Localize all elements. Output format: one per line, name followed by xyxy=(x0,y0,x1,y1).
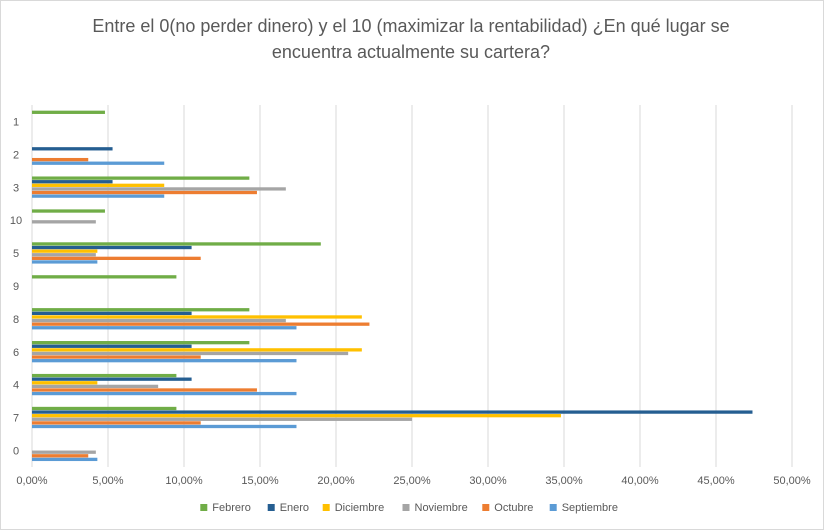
bar-septiembre-0 xyxy=(32,457,98,462)
y-tick-label: 9 xyxy=(13,281,19,293)
bar-diciembre-3 xyxy=(32,183,165,187)
legend-swatch xyxy=(267,504,275,511)
legend-swatch xyxy=(402,504,410,511)
bar-septiembre-8 xyxy=(32,326,297,330)
legend-item-septiembre: Septiembre xyxy=(549,502,618,514)
y-tick-label: 0 xyxy=(13,446,19,458)
legend-label: Octubre xyxy=(494,502,533,514)
bar-diciembre-4 xyxy=(32,381,98,385)
legend-label: Febrero xyxy=(212,502,251,514)
bar-diciembre-5 xyxy=(32,249,98,253)
bar-octubre-4 xyxy=(32,388,257,392)
x-axis-labels: 0,00% 5,00% 10,00% 15,00% 20,00% 25,00% 30,00%… xyxy=(16,475,810,487)
legend-swatch xyxy=(322,504,330,511)
y-tick-label: 5 xyxy=(13,248,19,260)
bar-noviembre-8 xyxy=(32,318,286,323)
x-tick-label: 0,00% xyxy=(16,475,47,487)
legend-label: Enero xyxy=(280,502,309,514)
bar-febrero-10 xyxy=(32,209,105,213)
x-tick-label: 40,00% xyxy=(621,475,659,487)
bar-septiembre-3 xyxy=(32,194,165,198)
bar-noviembre-7 xyxy=(32,417,412,421)
legend-label: Septiembre xyxy=(562,502,618,514)
bar-octubre-7 xyxy=(32,421,201,425)
y-tick-label: 10 xyxy=(10,215,22,227)
bar-noviembre-0 xyxy=(32,450,96,454)
bar-enero-6 xyxy=(32,344,192,348)
x-tick-label: 10,00% xyxy=(165,475,203,487)
bar-octubre-3 xyxy=(32,190,257,195)
legend-swatch xyxy=(549,504,557,511)
x-tick-label: 5,00% xyxy=(92,475,123,487)
bar-enero-5 xyxy=(32,245,192,250)
bar-septiembre-2 xyxy=(32,161,165,165)
bar-febrero-8 xyxy=(32,308,250,312)
legend-item-diciembre: Diciembre xyxy=(322,502,385,514)
bar-octubre-2 xyxy=(32,157,89,162)
y-tick-label: 7 xyxy=(13,413,19,425)
y-tick-label: 8 xyxy=(13,314,19,326)
y-tick-label: 4 xyxy=(13,380,19,392)
bar-febrero-4 xyxy=(32,373,177,378)
legend-item-octubre: Octubre xyxy=(482,502,533,514)
bar-febrero-1 xyxy=(32,110,105,114)
bar-noviembre-10 xyxy=(32,220,96,224)
legend-item-enero: Enero xyxy=(267,502,309,514)
bar-septiembre-7 xyxy=(32,424,297,429)
y-tick-label: 6 xyxy=(13,347,19,359)
legend-item-noviembre: Noviembre xyxy=(402,502,468,514)
bar-octubre-8 xyxy=(32,322,370,326)
bar-enero-8 xyxy=(32,311,192,316)
bar-febrero-5 xyxy=(32,242,321,246)
legend-label: Diciembre xyxy=(335,502,385,514)
bars xyxy=(32,110,753,462)
legend: Febrero Enero Diciembre Noviembre Octubre Sep… xyxy=(200,502,618,514)
bar-enero-7 xyxy=(32,410,753,414)
bar-febrero-3 xyxy=(32,176,250,180)
bar-noviembre-4 xyxy=(32,384,159,389)
bar-octubre-6 xyxy=(32,355,201,359)
gridlines xyxy=(31,105,793,467)
bar-enero-3 xyxy=(32,180,113,184)
bar-febrero-7 xyxy=(32,406,177,411)
legend-label: Noviembre xyxy=(415,502,468,514)
x-tick-label: 50,00% xyxy=(773,475,811,487)
bar-septiembre-4 xyxy=(32,391,297,396)
bar-noviembre-6 xyxy=(32,351,349,356)
bar-octubre-5 xyxy=(32,256,201,260)
legend-swatch xyxy=(200,504,208,511)
bar-febrero-9 xyxy=(32,275,177,279)
x-tick-label: 15,00% xyxy=(241,475,279,487)
bar-febrero-6 xyxy=(32,341,250,345)
bar-enero-2 xyxy=(32,147,113,151)
bar-diciembre-8 xyxy=(32,315,362,319)
bar-diciembre-7 xyxy=(32,414,561,418)
legend-swatch xyxy=(482,504,490,511)
x-tick-label: 20,00% xyxy=(317,475,355,487)
y-tick-label: 3 xyxy=(13,182,19,194)
bar-enero-4 xyxy=(32,377,192,381)
bar-noviembre-3 xyxy=(32,187,286,191)
legend-item-febrero: Febrero xyxy=(200,502,251,514)
x-tick-label: 45,00% xyxy=(697,475,735,487)
x-tick-label: 30,00% xyxy=(469,475,507,487)
x-tick-label: 35,00% xyxy=(545,475,583,487)
x-tick-label: 25,00% xyxy=(393,475,431,487)
bar-octubre-0 xyxy=(32,454,89,458)
y-axis-labels: 1 2 3 10 5 9 8 6 4 7 0 xyxy=(10,116,22,457)
y-tick-label: 1 xyxy=(13,116,19,128)
bar-septiembre-5 xyxy=(32,260,98,264)
bar-septiembre-6 xyxy=(32,359,297,363)
y-tick-label: 2 xyxy=(13,149,19,161)
bar-diciembre-6 xyxy=(32,348,362,352)
chart-title: Entre el 0(no perder dinero) y el 10 (ma… xyxy=(92,16,730,62)
bar-noviembre-5 xyxy=(32,253,96,257)
